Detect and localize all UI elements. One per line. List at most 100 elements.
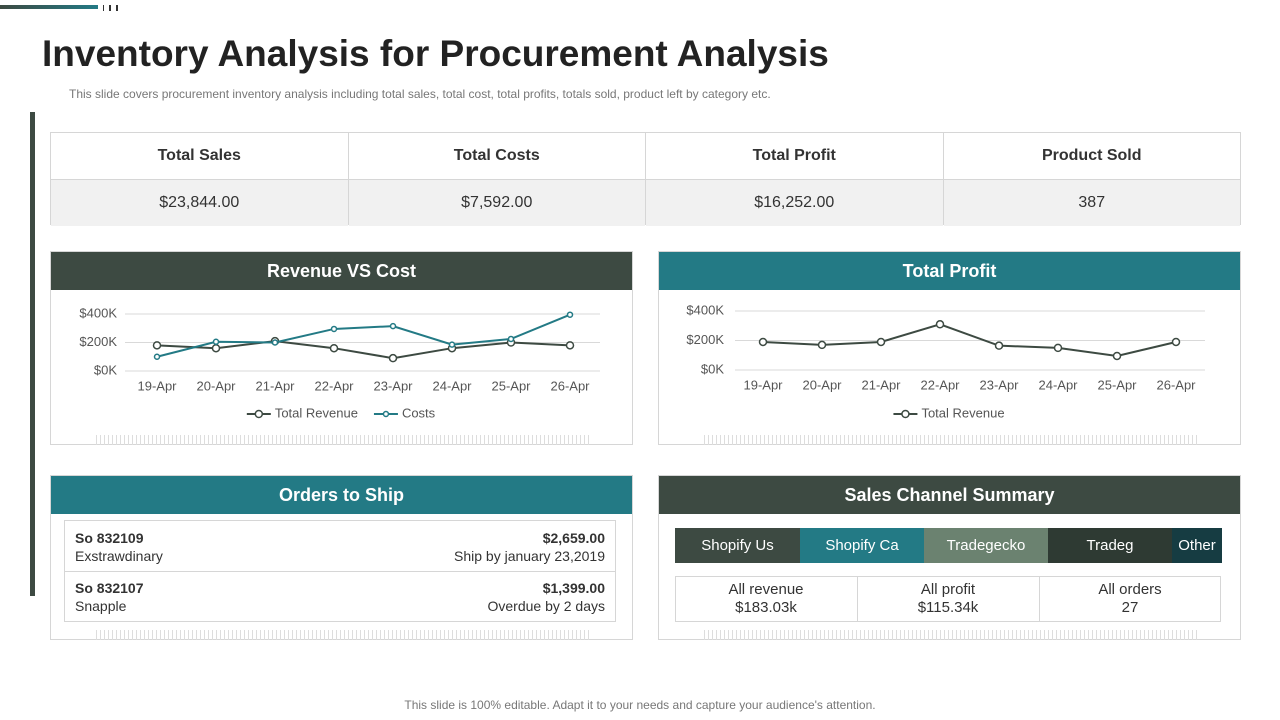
y-tick-label: $0K: [94, 362, 117, 377]
x-tick-label: 21-Apr: [861, 377, 901, 392]
stripe: [96, 630, 592, 640]
kpi-label: Total Sales: [51, 133, 348, 180]
order-name: Snapple: [75, 598, 127, 614]
point: [329, 343, 339, 353]
kpi-table: Total Sales $23,844.00 Total Costs $7,592.…: [50, 132, 1241, 226]
channel-tab[interactable]: Shopify Ca: [800, 528, 924, 563]
orders-box: So 832109 Exstrawdinary $2,659.00 Ship b…: [64, 520, 616, 622]
stat-label: All orders: [1098, 581, 1162, 598]
x-tick-label: 26-Apr: [1156, 377, 1196, 392]
x-tick-label: 25-Apr: [491, 378, 531, 393]
kpi-value: $16,252.00: [646, 180, 943, 226]
point: [389, 322, 397, 330]
legend-label: Costs: [402, 405, 436, 420]
stripe: [704, 630, 1200, 640]
y-tick-label: $200K: [79, 334, 117, 349]
order-amount: $2,659.00: [542, 530, 605, 546]
x-tick-label: 24-Apr: [432, 378, 472, 393]
point: [1171, 337, 1181, 347]
point: [876, 337, 886, 347]
stripe: [96, 435, 592, 445]
top-bar: [0, 5, 98, 9]
x-tick-label: 23-Apr: [373, 378, 413, 393]
point: [566, 311, 574, 318]
kpi-value: $23,844.00: [51, 180, 348, 226]
y-tick-label: $400K: [79, 305, 117, 320]
panel-title: Sales Channel Summary: [659, 476, 1240, 514]
y-tick-label: $0K: [701, 361, 724, 376]
x-tick-label: 24-Apr: [1038, 377, 1078, 392]
point: [565, 341, 575, 350]
point: [817, 340, 827, 350]
kpi: Total Costs $7,592.00: [348, 133, 646, 226]
point: [271, 339, 279, 346]
legend-marker: [254, 409, 264, 419]
order-status: Overdue by 2 days: [487, 598, 605, 614]
point: [1053, 343, 1063, 353]
stripe: [704, 435, 1200, 445]
stat-value: $183.03k: [735, 599, 797, 616]
stat: All profit $115.34k: [857, 577, 1039, 621]
panel-title: Total Profit: [659, 252, 1240, 290]
orders-panel: Orders to Ship So 832109 Exstrawdinary $…: [50, 475, 633, 640]
y-tick-label: $400K: [686, 302, 724, 317]
chart-panel: Total Profit: [658, 251, 1241, 445]
point: [153, 353, 161, 360]
kpi: Total Profit $16,252.00: [646, 133, 944, 226]
channel-tab[interactable]: Other: [1172, 528, 1222, 563]
chart-panel: Revenue VS Cost: [50, 251, 633, 445]
x-tick-label: 25-Apr: [1097, 377, 1137, 392]
panel-title: Revenue VS Cost: [51, 252, 632, 290]
point: [330, 325, 338, 333]
stat-label: All profit: [920, 581, 976, 598]
point: [758, 337, 768, 347]
channel-tab[interactable]: Tradeg: [1048, 528, 1172, 563]
x-tick-label: 19-Apr: [137, 378, 177, 393]
divider: [1039, 576, 1040, 622]
order-id: So 832107: [75, 580, 144, 596]
x-tick-label: 21-Apr: [255, 378, 295, 393]
stat-value: 27: [1121, 599, 1139, 616]
legend-marker: [382, 410, 390, 418]
stat-value: $115.34k: [917, 599, 979, 616]
stat-label: All revenue: [728, 581, 804, 598]
legend-marker: [901, 409, 910, 419]
order-id: So 832109: [75, 530, 144, 546]
point: [152, 341, 162, 350]
subtitle: This slide covers procurement inventory …: [69, 87, 771, 101]
kpi-label: Product Sold: [943, 133, 1240, 180]
point: [448, 341, 456, 348]
point: [935, 320, 945, 329]
title: Inventory Analysis for Procurement Analy…: [42, 33, 829, 74]
order-status: Ship by january 23,2019: [454, 548, 605, 564]
kpi-value: 387: [943, 180, 1240, 226]
point: [212, 338, 220, 346]
legend-label: Total Revenue: [921, 405, 1004, 420]
point: [1112, 351, 1122, 361]
channel-tab[interactable]: Tradegecko: [924, 528, 1048, 563]
order-amount: $1,399.00: [542, 580, 605, 596]
x-tick-label: 20-Apr: [802, 377, 842, 392]
legend-label: Total Revenue: [275, 405, 358, 420]
channel-tab[interactable]: Shopify Us: [675, 528, 800, 563]
divider: [857, 576, 858, 622]
order-name: Exstrawdinary: [75, 548, 163, 564]
x-tick-label: 23-Apr: [979, 377, 1019, 392]
x-tick-label: 20-Apr: [196, 378, 236, 393]
series-line: [156, 313, 571, 358]
order-row: So 832107 Snapple $1,399.00 Overdue by 2…: [65, 571, 615, 621]
kpi-label: Total Costs: [348, 133, 645, 180]
order-row: So 832109 Exstrawdinary $2,659.00 Ship b…: [65, 521, 615, 572]
series-line: [762, 323, 1177, 358]
panel-title: Orders to Ship: [51, 476, 632, 514]
series-line: [156, 340, 571, 360]
stat: All orders 27: [1039, 577, 1221, 621]
y-tick-label: $200K: [686, 332, 724, 347]
x-tick-label: 19-Apr: [743, 377, 783, 392]
kpi-value: $7,592.00: [348, 180, 645, 226]
top-dots: [103, 5, 123, 11]
x-tick-label: 22-Apr: [314, 378, 354, 393]
point: [994, 341, 1004, 350]
